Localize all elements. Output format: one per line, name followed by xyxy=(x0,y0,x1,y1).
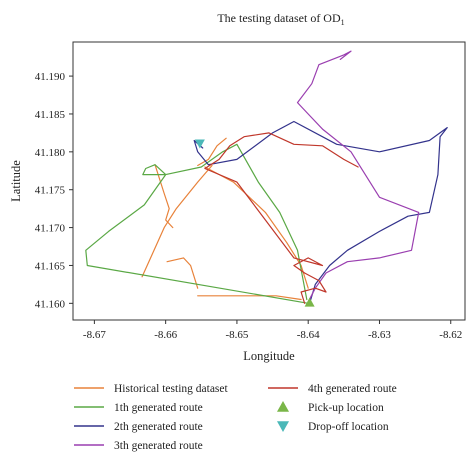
legend-swatch-drop-off-location xyxy=(277,421,289,432)
route-line-historical-testing-dataset-3 xyxy=(154,164,174,229)
legend-label-2th-generated-route: 2th generated route xyxy=(114,421,203,433)
legend-label-4th-generated-route: 4th generated route xyxy=(308,383,397,395)
legend-label-3th-generated-route: 3th generated route xyxy=(114,440,203,452)
x-axis: -8.67 -8.66 -8.65 -8.64 -8.63 -8.62 xyxy=(83,320,462,341)
route-line-historical-testing-dataset-1 xyxy=(141,164,213,278)
route-line-4th-generated-route-1 xyxy=(204,132,359,304)
route-line-3th-generated-route-1 xyxy=(296,50,420,303)
legend-label-1th-generated-route: 1th generated route xyxy=(114,402,203,414)
y-tick-label: 41.160 xyxy=(35,298,66,310)
x-tick-label: -8.64 xyxy=(297,329,320,341)
chart-title: The testing dataset of OD1 xyxy=(217,11,344,27)
y-tick-label: 41.165 xyxy=(35,260,66,272)
x-tick-label: -8.67 xyxy=(83,329,106,341)
legend-swatch-pick-up-location xyxy=(277,401,289,412)
x-axis-title: Longitude xyxy=(243,349,295,363)
y-tick-label: 41.170 xyxy=(35,223,66,235)
marker-layer xyxy=(194,139,315,307)
route-line-historical-testing-dataset-2 xyxy=(166,257,199,289)
legend-label-historical-testing-dataset: Historical testing dataset xyxy=(114,383,228,395)
route-layer xyxy=(85,50,448,304)
pick-up-location-marker xyxy=(304,297,315,307)
y-tick-label: 41.175 xyxy=(35,185,66,197)
route-line-historical-testing-dataset-4 xyxy=(197,295,302,301)
drop-off-location-marker xyxy=(194,139,205,149)
y-tick-label: 41.190 xyxy=(35,71,66,83)
route-line-historical-testing-dataset-6 xyxy=(204,166,309,289)
x-tick-label: -8.65 xyxy=(225,329,248,341)
x-tick-label: -8.66 xyxy=(154,329,177,341)
route-line-1th-generated-route-1 xyxy=(85,143,309,304)
legend-label-drop-off-location: Drop-off location xyxy=(308,421,389,433)
y-axis: 41.160 41.165 41.170 41.175 41.180 41.185 41.1… xyxy=(35,71,73,310)
route-line-2th-generated-route-1 xyxy=(193,120,448,304)
route-line-historical-testing-dataset-5 xyxy=(197,137,227,167)
x-tick-label: -8.62 xyxy=(439,329,462,341)
legend-label-pick-up-location: Pick-up location xyxy=(308,402,384,414)
y-axis-title: Latitude xyxy=(9,160,23,202)
plot-area xyxy=(72,41,466,321)
y-tick-label: 41.180 xyxy=(35,147,66,159)
x-tick-label: -8.63 xyxy=(368,329,391,341)
chart-title-subscript: 1 xyxy=(341,18,345,27)
legend: Historical testing dataset 1th generated … xyxy=(74,383,397,452)
y-tick-label: 41.185 xyxy=(35,109,66,121)
